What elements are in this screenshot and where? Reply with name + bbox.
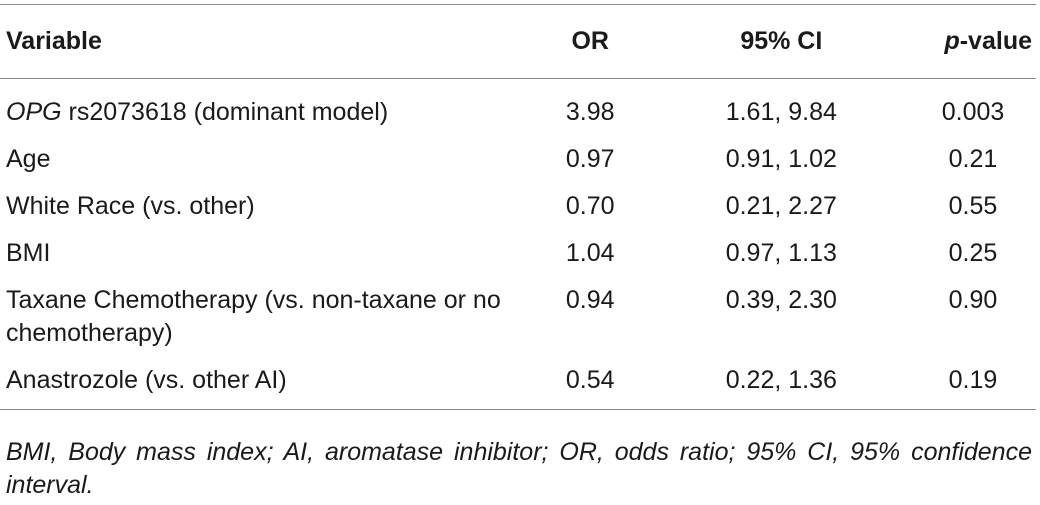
variable-text: Taxane Chemotherapy (vs. non-taxane or n…: [6, 286, 501, 347]
p-value-text: 0.003: [941, 98, 1005, 126]
cell-ci: 1.61, 9.84: [725, 98, 837, 126]
p-value-text: 0.19: [948, 366, 998, 394]
cell-or: 0.54: [565, 366, 615, 394]
cell-variable: Age: [0, 136, 516, 183]
cell-p-value: 0.19: [898, 357, 1036, 410]
variable-text: BMI: [6, 239, 51, 267]
cell-or: 0.97: [565, 145, 615, 173]
cell-p-value: 0.25: [898, 230, 1036, 277]
cell-ci: 0.39, 2.30: [725, 286, 837, 314]
cell-p-value: 0.003: [898, 79, 1036, 137]
cell-p-value: 0.55: [898, 183, 1036, 230]
table-body: OPG rs2073618 (dominant model) 3.98 1.61…: [0, 79, 1036, 410]
table-footnote: BMI, Body mass index; AI, aromatase inhi…: [6, 438, 1032, 499]
p-value-text: 0.25: [948, 239, 998, 267]
cell-ci: 0.21, 2.27: [725, 192, 837, 220]
cell-variable: OPG rs2073618 (dominant model): [0, 79, 516, 137]
header-row: Variable OR 95% CI p-value: [0, 4, 1036, 79]
table-row: Anastrozole (vs. other AI) 0.54 0.22, 1.…: [0, 357, 1036, 410]
p-value-text: 0.21: [948, 145, 998, 173]
variable-italic-part: OPG: [6, 98, 62, 126]
table-row: OPG rs2073618 (dominant model) 3.98 1.61…: [0, 79, 1036, 137]
variable-text: rs2073618 (dominant model): [61, 98, 389, 126]
header-or: OR: [571, 27, 609, 55]
variable-text: Anastrozole (vs. other AI): [6, 366, 287, 394]
cell-or: 0.94: [565, 286, 615, 314]
cell-or: 0.70: [565, 192, 615, 220]
cell-variable: Taxane Chemotherapy (vs. non-taxane or n…: [0, 277, 516, 357]
header-ci: 95% CI: [740, 27, 823, 55]
variable-text: White Race (vs. other): [6, 192, 255, 220]
cell-p-value: 0.21: [898, 136, 1036, 183]
cell-p-value: 0.90: [898, 277, 1036, 357]
cell-or: 1.04: [565, 239, 615, 267]
variable-text: Age: [6, 145, 51, 173]
cell-ci: 0.91, 1.02: [725, 145, 837, 173]
cell-ci: 0.97, 1.13: [725, 239, 837, 267]
table-row: BMI 1.04 0.97, 1.13 0.25: [0, 230, 1036, 277]
cell-ci: 0.22, 1.36: [725, 366, 837, 394]
cell-variable: BMI: [0, 230, 516, 277]
header-variable: Variable: [6, 27, 102, 55]
header-p-value: p-value: [898, 5, 1036, 79]
table-row: White Race (vs. other) 0.70 0.21, 2.27 0…: [0, 183, 1036, 230]
table-row: Age 0.97 0.91, 1.02 0.21: [0, 136, 1036, 183]
cell-variable: White Race (vs. other): [0, 183, 516, 230]
table-row: Taxane Chemotherapy (vs. non-taxane or n…: [0, 277, 1036, 357]
cell-or: 3.98: [565, 98, 615, 126]
p-value-text: 0.90: [948, 286, 998, 314]
table-header: Variable OR 95% CI p-value: [0, 4, 1036, 79]
header-p-rest: -value: [959, 27, 1032, 55]
cell-variable: Anastrozole (vs. other AI): [0, 357, 516, 410]
p-value-text: 0.55: [948, 192, 998, 220]
results-table: Variable OR 95% CI p-value OPG rs2073618…: [0, 4, 1036, 410]
header-p-italic: p: [944, 27, 960, 55]
